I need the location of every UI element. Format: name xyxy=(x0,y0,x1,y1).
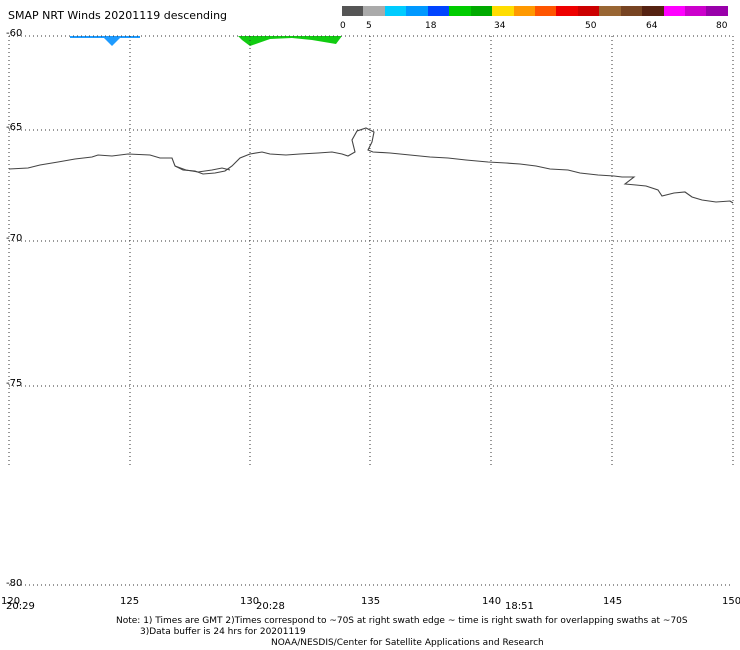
lon-label-125: 125 xyxy=(120,596,140,607)
colorbar-segment xyxy=(642,6,664,16)
colorbar-segment xyxy=(577,6,600,16)
wind-swath-blue xyxy=(70,36,140,46)
colorbar-segment xyxy=(492,6,514,16)
wind-speed-colorbar xyxy=(342,6,728,16)
lat-label-60: -60 xyxy=(6,28,23,39)
colorbar-tick-80: 80 xyxy=(716,21,728,31)
colorbar-segment xyxy=(513,6,535,16)
note-line-2: 3)Data buffer is 24 hrs for 20201119 xyxy=(140,627,306,637)
swath-time-label: 20:29 xyxy=(6,601,35,612)
colorbar-segment xyxy=(363,6,385,16)
colorbar-segment xyxy=(556,6,578,16)
swath-time-label: 18:51 xyxy=(505,601,534,612)
lon-label-135: 135 xyxy=(361,596,381,607)
lat-label-75: -75 xyxy=(6,378,23,389)
swath-time-label: 20:28 xyxy=(256,601,285,612)
lon-label-140: 140 xyxy=(482,596,502,607)
colorbar-segment xyxy=(406,6,428,16)
colorbar-tick-0: 0 xyxy=(340,21,346,31)
lon-label-130: 130 xyxy=(240,596,260,607)
colorbar-tick-5: 5 xyxy=(366,21,372,31)
lat-label-80: -80 xyxy=(6,578,23,589)
colorbar-segment xyxy=(342,6,364,16)
colorbar-segment xyxy=(534,6,557,16)
note-line-3: NOAA/NESDIS/Center for Satellite Applica… xyxy=(271,638,544,648)
antarctic-coastline xyxy=(8,127,734,204)
colorbar-tick-34: 34 xyxy=(494,21,506,31)
parallel-grid xyxy=(9,35,733,586)
colorbar-segment xyxy=(470,6,493,16)
lon-label-150: 150 xyxy=(722,596,740,607)
meridian-grid xyxy=(8,36,734,465)
map-title: SMAP NRT Winds 20201119 descending xyxy=(8,9,228,22)
colorbar-tick-18: 18 xyxy=(425,21,437,31)
colorbar-segment xyxy=(449,6,471,16)
lat-label-65: -65 xyxy=(6,122,23,133)
colorbar-segment xyxy=(384,6,407,16)
lon-label-120: 120 xyxy=(1,596,21,607)
wind-swath-green xyxy=(238,36,342,46)
colorbar-segment xyxy=(427,6,450,16)
colorbar-segment xyxy=(685,6,707,16)
colorbar-segment xyxy=(663,6,685,16)
colorbar-segment xyxy=(620,6,643,16)
colorbar-segment xyxy=(599,6,621,16)
lat-label-70: -70 xyxy=(6,233,23,244)
colorbar-tick-50: 50 xyxy=(585,21,597,31)
note-line-1: Note: 1) Times are GMT 2)Times correspon… xyxy=(116,616,688,626)
colorbar-tick-64: 64 xyxy=(646,21,658,31)
lon-label-145: 145 xyxy=(603,596,623,607)
coastline-inlet xyxy=(174,165,231,173)
colorbar-segment xyxy=(706,6,728,16)
